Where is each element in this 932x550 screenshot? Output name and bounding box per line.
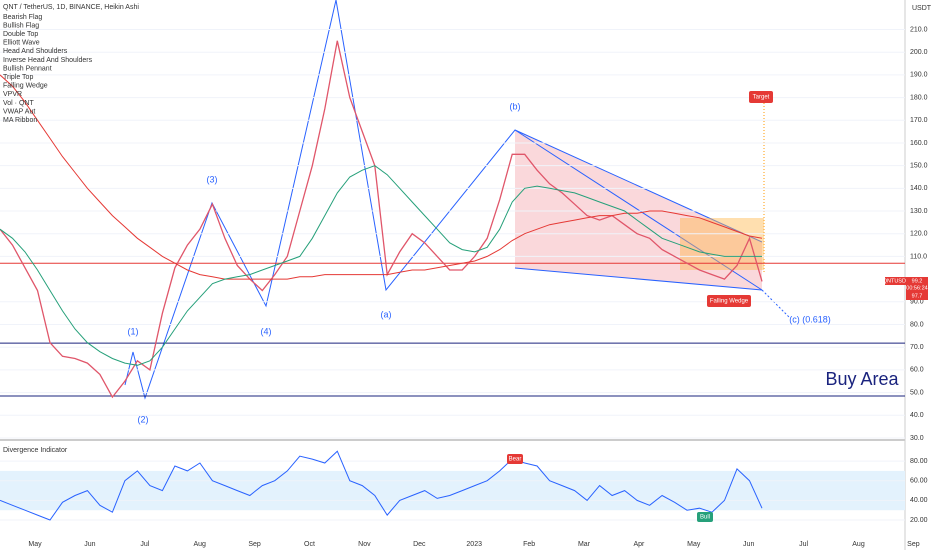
x-tick-label: May [28,541,42,548]
y-tick-label: 50.0 [910,389,924,396]
legend-item: Falling Wedge [3,83,48,90]
projection [761,289,791,319]
legend-item: Double Top [3,31,38,38]
legend-item: Inverse Head And Shoulders [3,57,93,64]
legend-item: VPVR [3,91,22,98]
legend-item: Elliott Wave [3,40,40,47]
y-tick-label: 20.00 [910,517,928,524]
price-label: QNTUSDT [883,278,910,284]
x-tick-label: 2023 [466,541,482,548]
x-tick-label: May [687,541,701,548]
legend-item: Vol · QNT [3,100,34,107]
legend-item: Bullish Pennant [3,65,52,72]
annotation-box [749,91,773,103]
series-line [0,165,762,366]
x-tick-label: Jun [84,541,95,548]
series-line [0,40,763,399]
price-label: 97.7 [912,293,923,299]
x-tick-label: Sep [248,541,261,548]
pane-title: Divergence Indicator [3,447,68,454]
legend-item: MA Ribbon [3,117,37,124]
series-line [0,74,763,280]
band [0,470,905,511]
legend-item: Bearish Flag [3,14,42,21]
y-tick-label: 40.00 [910,497,928,504]
y-tick-label: 120.0 [910,231,928,238]
y-tick-label: 60.0 [910,367,924,374]
legend-item: Head And Shoulders [3,48,68,55]
annotation: (4) [261,326,272,336]
annotation: (c) (0.618) [789,314,831,324]
annotation: (b) [510,101,521,111]
y-tick-label: 170.0 [910,117,928,124]
y-tick-label: 160.0 [910,140,928,147]
price-label-box [906,284,928,292]
annotation: Bear [509,457,522,463]
y-tick-label: 140.0 [910,185,928,192]
chart-title: QNT / TetherUS, 1D, BINANCE, Heikin Ashi [3,4,139,11]
x-tick-label: Jul [140,541,149,548]
x-tick-label: Mar [578,541,591,548]
legend-item: VWAP Aut [3,108,35,115]
y-tick-label: 80.00 [910,458,928,465]
price-label-box [906,277,928,285]
y-tick-label: 210.0 [910,26,928,33]
zone [680,218,764,270]
y-tick-label: 110.0 [910,253,927,260]
currency: USDT [912,5,932,12]
x-tick-label: Oct [304,541,315,548]
y-tick-label: 200.0 [910,49,928,56]
x-tick-label: Dec [413,541,426,548]
price-label: 99.2 [912,278,923,284]
y-tick-label: 180.0 [910,94,928,101]
y-tick-label: 190.0 [910,72,928,79]
wedge-line [514,267,763,291]
y-tick-label: 150.0 [910,162,928,169]
annotation-box [697,512,713,522]
x-tick-label: Aug [193,541,206,548]
y-tick-label: 130.0 [910,208,928,215]
annotation-box [707,295,751,307]
x-tick-label: Feb [523,541,535,548]
elliott-wave [124,0,763,400]
y-tick-label: 30.0 [910,435,924,442]
annotation: Falling Wedge [710,299,749,305]
price-label-box [906,292,928,300]
annotation: (3) [207,174,218,184]
x-tick-label: Nov [358,541,371,548]
y-tick-label: 70.0 [910,344,924,351]
price-label-box [885,277,907,285]
wedge-line [514,129,763,243]
price-label: 00:56:24 [906,285,927,291]
annotation: (2) [138,414,149,424]
x-tick-label: Sep [907,541,920,548]
annotation: (a) [381,309,392,319]
y-tick-label: 60.00 [910,478,928,485]
annotation: (1) [128,326,139,336]
x-tick-label: Apr [633,541,645,548]
x-tick-label: Jun [743,541,754,548]
y-tick-label: 80.0 [910,321,924,328]
x-tick-label: Aug [852,541,865,548]
y-tick-label: 40.0 [910,412,924,419]
y-tick-label: 90.0 [910,299,924,306]
series-line [0,450,763,521]
legend-item: Bullish Flag [3,22,39,29]
annotation-box [507,454,523,464]
annotation: Bull [700,515,710,521]
x-tick-label: Jul [799,541,808,548]
annotation: Target [753,95,770,101]
legend-item: Triple Top [3,74,33,81]
annotation: Buy Area [825,369,899,389]
